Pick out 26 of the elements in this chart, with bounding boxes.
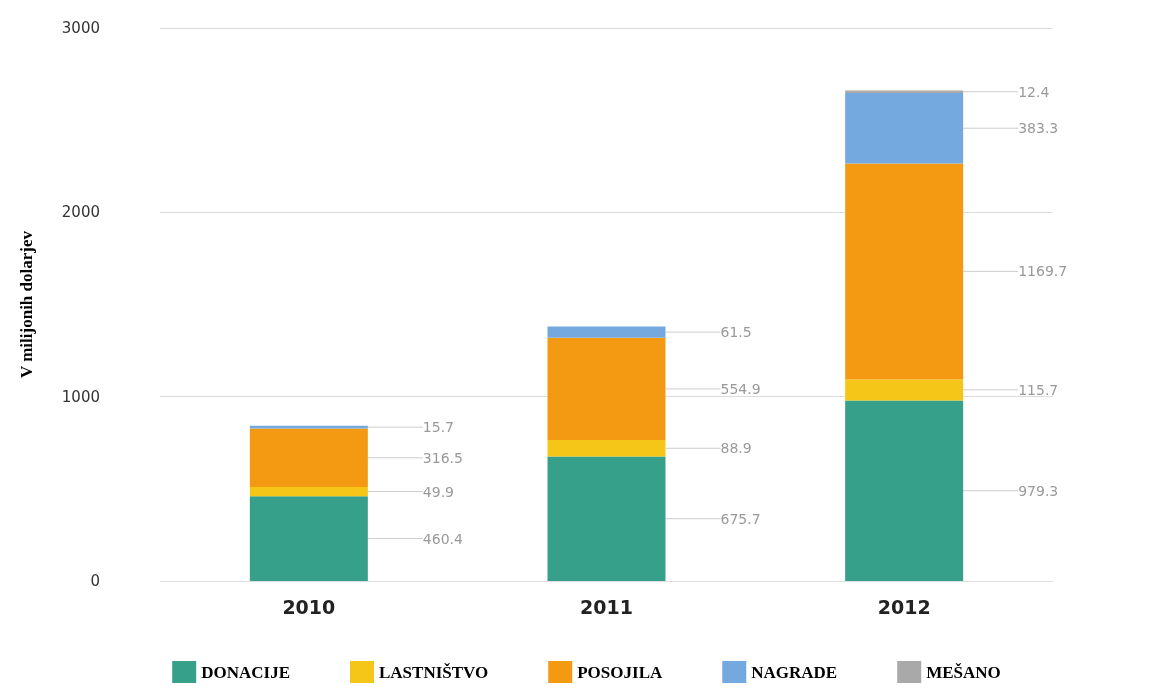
data-label: 1169.7 bbox=[1018, 263, 1068, 280]
y-tick-label: 3000 bbox=[61, 19, 100, 37]
data-label: 88.9 bbox=[720, 440, 752, 457]
y-tick-label: 0 bbox=[90, 572, 100, 590]
data-label: 49.9 bbox=[422, 483, 455, 500]
x-tick-label: 2011 bbox=[580, 595, 633, 618]
data-label: 383.3 bbox=[1018, 120, 1059, 137]
data-label: 460.4 bbox=[422, 530, 464, 547]
legend-label: NAGRADE bbox=[751, 662, 838, 682]
data-label: 979.3 bbox=[1018, 482, 1059, 499]
legend-label: DONACIJE bbox=[201, 662, 290, 682]
legend-label: LASTNIŠTVO bbox=[378, 662, 489, 682]
legend-label: POSOJILA bbox=[577, 662, 663, 682]
x-tick-label: 2010 bbox=[282, 595, 336, 618]
data-label: 61.5 bbox=[720, 324, 752, 341]
data-label: 115.7 bbox=[1018, 381, 1059, 398]
data-label: 15.7 bbox=[422, 419, 455, 436]
data-label: 316.5 bbox=[422, 449, 463, 466]
legend-label: MEŠANO bbox=[926, 662, 1001, 682]
data-label: 12.4 bbox=[1018, 83, 1050, 100]
data-label: 554.9 bbox=[720, 380, 761, 397]
y-tick-label: 2000 bbox=[61, 203, 100, 222]
x-tick-label: 2012 bbox=[877, 595, 931, 618]
y-tick-label: 1000 bbox=[61, 387, 100, 406]
data-label: 675.7 bbox=[720, 510, 761, 527]
y-axis-title: V milijonih dolarjev bbox=[17, 230, 36, 379]
